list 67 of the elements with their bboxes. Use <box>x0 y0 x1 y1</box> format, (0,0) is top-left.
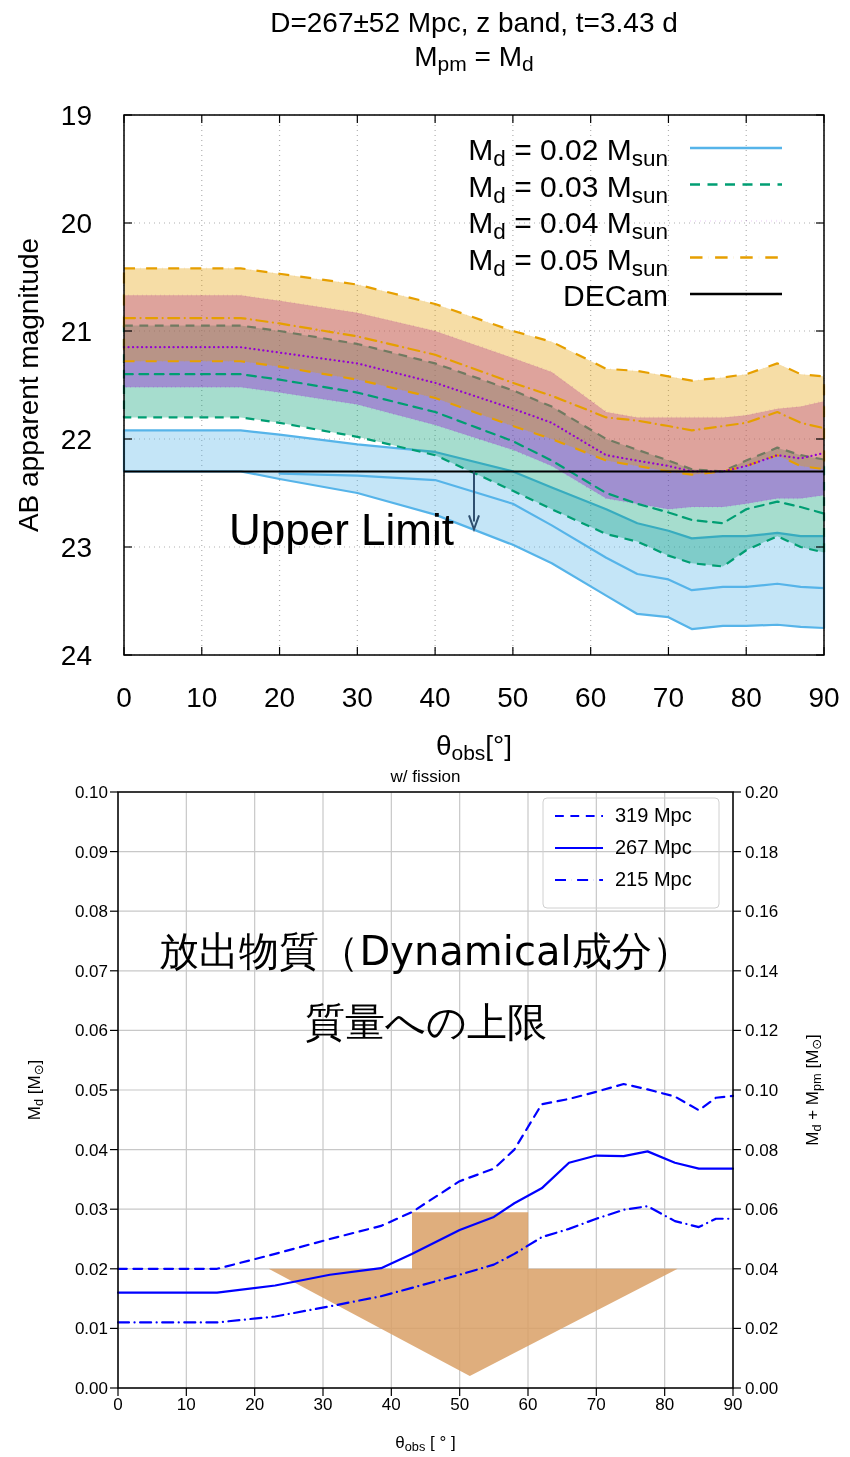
y-tick-label: 0.02 <box>74 1259 108 1279</box>
x-axis-title: θ$_{obs}$[°] <box>435 730 513 765</box>
legend-label: 215 Mpc <box>615 868 692 890</box>
y2-tick-label: 0.12 <box>745 1021 779 1041</box>
y-tick-label: 0.00 <box>74 1378 108 1398</box>
y-tick-label: 0.09 <box>74 842 108 862</box>
y-tick-label: 20 <box>60 207 92 239</box>
x-tick-label: 10 <box>186 681 218 713</box>
legend-label: 267 Mpc <box>615 836 692 858</box>
line-series <box>116 1082 735 1270</box>
x-tick-label: 70 <box>652 681 685 713</box>
x-tick-label: 90 <box>723 1395 743 1415</box>
x-tick-label: 80 <box>655 1395 675 1415</box>
x-tick-label: 10 <box>176 1395 196 1415</box>
line-series <box>116 1150 735 1294</box>
annotation: Upper Limit <box>229 505 454 555</box>
annotation: 質量への上限 <box>304 999 547 1046</box>
chart-title: D=267±52 Mpc, z band, t=3.43 d <box>270 7 678 38</box>
legend-label: M$_{d}$ = 0.05 M$_{sun}$ <box>468 242 668 281</box>
x-tick-label: 0 <box>113 1395 123 1415</box>
y2-tick-label: 0.04 <box>745 1259 779 1279</box>
x-tick-label: 70 <box>586 1395 606 1415</box>
x-tick-label: 50 <box>450 1395 470 1415</box>
x-tick-label: 80 <box>730 681 762 713</box>
x-tick-label: 60 <box>518 1395 538 1415</box>
chart-title: w/ fission <box>389 767 461 786</box>
legend-label: DECam <box>562 279 668 312</box>
x-axis-title: θ$_{obs}$ [ ° ] <box>395 1433 456 1455</box>
y-tick-label: 0.10 <box>74 782 108 802</box>
y2-tick-label: 0.00 <box>745 1378 779 1398</box>
x-tick-label: 40 <box>419 681 451 713</box>
y2-tick-label: 0.06 <box>745 1200 779 1220</box>
y2-tick-label: 0.14 <box>745 961 779 981</box>
x-tick-label: 20 <box>245 1395 265 1415</box>
y2-tick-label: 0.18 <box>745 842 779 862</box>
y-tick-label: 0.04 <box>74 1140 108 1160</box>
x-tick-label: 60 <box>575 681 607 713</box>
legend-label: M$_{d}$ = 0.04 M$_{sun}$ <box>468 206 668 244</box>
y2-tick-label: 0.10 <box>745 1080 779 1100</box>
annotation: 放出物質（Dynamical成分） <box>159 927 692 974</box>
y2-tick-label: 0.16 <box>745 902 779 922</box>
y-tick-label: 21 <box>60 315 92 347</box>
legend-label: M$_{d}$ = 0.03 M$_{sun}$ <box>468 169 668 208</box>
y-tick-label: 19 <box>60 99 92 131</box>
x-tick-label: 90 <box>808 681 840 713</box>
y2-tick-label: 0.20 <box>745 782 779 802</box>
chart-subtitle: M$_{pm}$ = M$_{d}$ <box>414 41 534 76</box>
legend-label: 319 Mpc <box>615 804 692 826</box>
y-tick-label: 22 <box>60 423 92 455</box>
x-tick-label: 30 <box>313 1395 333 1415</box>
y-tick-label: 0.08 <box>74 902 108 922</box>
y-axis-title: AB apparent magnitude <box>13 237 44 533</box>
y2-tick-label: 0.08 <box>745 1140 779 1160</box>
y-tick-label: 0.01 <box>74 1319 108 1339</box>
legend-label: M$_{d}$ = 0.02 M$_{sun}$ <box>468 133 668 171</box>
x-tick-label: 30 <box>341 681 373 713</box>
x-tick-label: 0 <box>116 681 132 713</box>
x-tick-label: 40 <box>381 1395 401 1415</box>
y-tick-label: 0.07 <box>74 961 108 981</box>
y-tick-label: 0.03 <box>74 1200 108 1220</box>
y-tick-label: 0.06 <box>74 1021 108 1041</box>
y2-tick-label: 0.02 <box>745 1319 779 1339</box>
y-tick-label: 24 <box>60 639 92 671</box>
x-tick-label: 50 <box>497 681 529 713</box>
x-tick-label: 20 <box>263 681 296 713</box>
y-tick-label: 23 <box>60 531 92 563</box>
y-tick-label: 0.05 <box>74 1080 108 1100</box>
